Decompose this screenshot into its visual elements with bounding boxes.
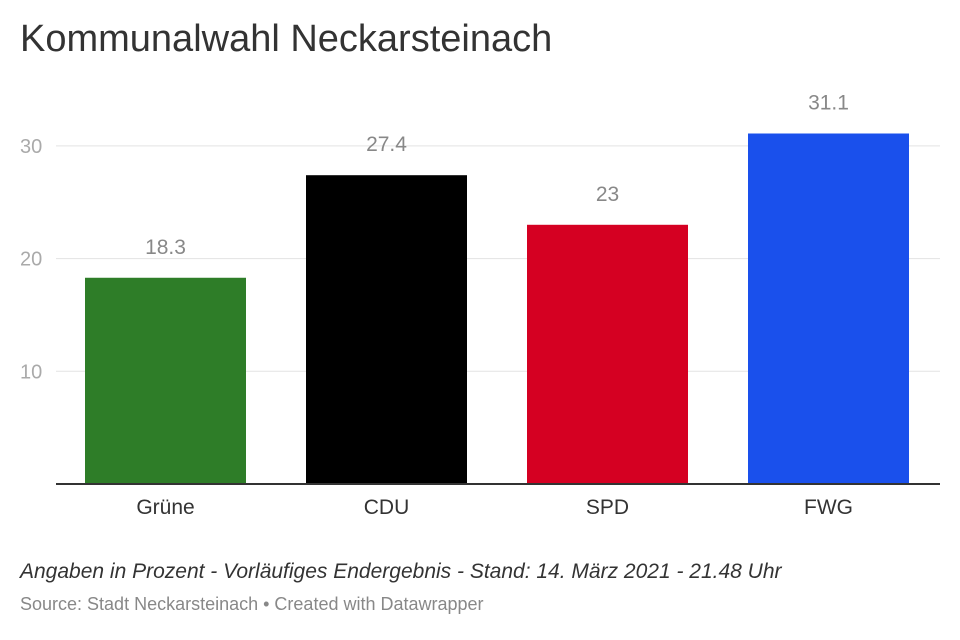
bar-cdu (306, 175, 467, 484)
y-tick-label-20: 20 (20, 249, 42, 271)
source-credit: Source: Stadt Neckarsteinach • Created w… (20, 594, 484, 614)
value-labels: 18.3 27.4 23 31.1 (145, 92, 849, 259)
value-label-fwg: 31.1 (808, 92, 849, 115)
bar-fwg (748, 133, 909, 485)
category-label-spd: SPD (586, 496, 629, 519)
y-tick-label-10: 10 (20, 361, 42, 383)
bar-spd (527, 224, 688, 485)
category-label-fwg: FWG (804, 496, 853, 519)
y-axis-ticks: 10 20 30 (20, 136, 42, 383)
value-label-cdu: 27.4 (366, 133, 407, 156)
chart-notes: Angaben in Prozent - Vorläufiges Enderge… (20, 560, 782, 583)
value-label-spd: 23 (596, 183, 619, 206)
y-tick-label-30: 30 (20, 136, 42, 158)
bar-gr-ne (85, 277, 246, 484)
category-labels: Grüne CDU SPD FWG (136, 496, 853, 519)
category-label-cdu: CDU (364, 496, 410, 519)
bars (85, 133, 909, 485)
category-label-gr-ne: Grüne (136, 496, 194, 519)
chart-title: Kommunalwahl Neckarsteinach (20, 18, 553, 60)
value-label-gr-ne: 18.3 (145, 236, 186, 259)
